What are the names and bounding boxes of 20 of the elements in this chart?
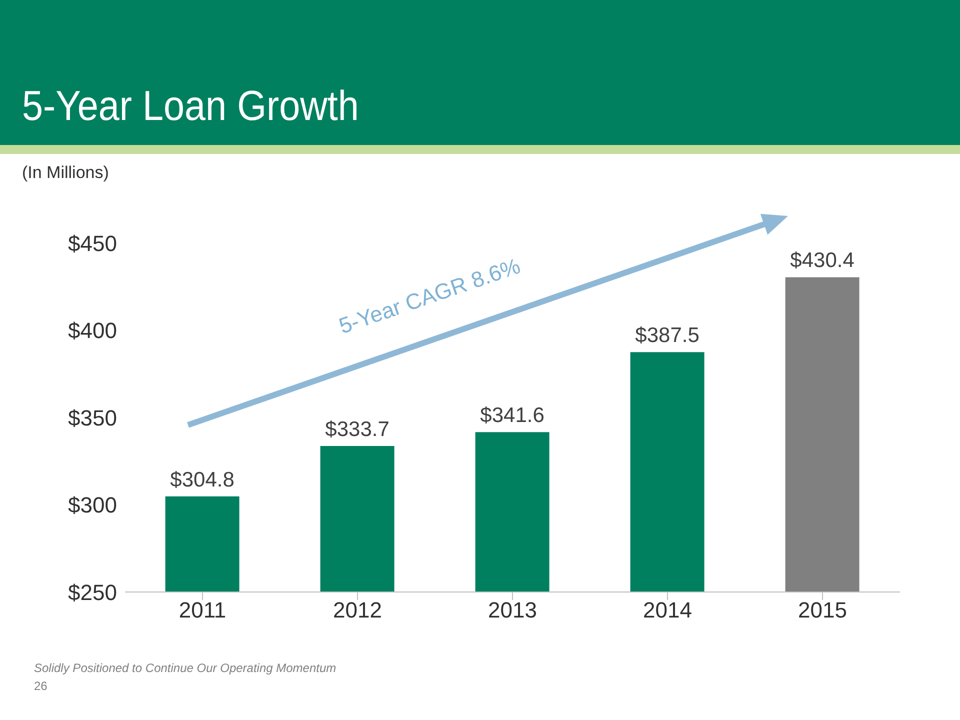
data-label: $333.7 — [325, 418, 390, 441]
text: 26 — [34, 679, 48, 693]
chart-title: 5-Year Loan Growth — [22, 82, 359, 130]
data-label: $387.5 — [635, 324, 700, 348]
x-tick-label: 2013 — [488, 598, 537, 623]
x-tick-label: 2015 — [798, 598, 847, 623]
annotation: 5-Year CAGR 8.6% — [336, 253, 524, 339]
x-tick-label: 2012 — [333, 598, 382, 623]
text: Solidly Positioned to Continue Our Operating Momentum — [34, 661, 336, 675]
data-label: $304.8 — [170, 468, 234, 492]
chart-subtitle: (In Millions) — [22, 163, 109, 183]
x-tick-label: 2011 — [178, 598, 226, 623]
y-tick-label: $250 — [68, 580, 117, 605]
data-label: $430.4 — [790, 249, 855, 272]
y-tick-label: $400 — [68, 318, 117, 344]
y-tick-label: $350 — [68, 405, 117, 430]
x-tick-label: 2014 — [643, 598, 692, 623]
y-tick-label: $450 — [68, 230, 117, 256]
data-label: $341.6 — [480, 404, 544, 428]
y-tick-label: $300 — [68, 492, 117, 518]
